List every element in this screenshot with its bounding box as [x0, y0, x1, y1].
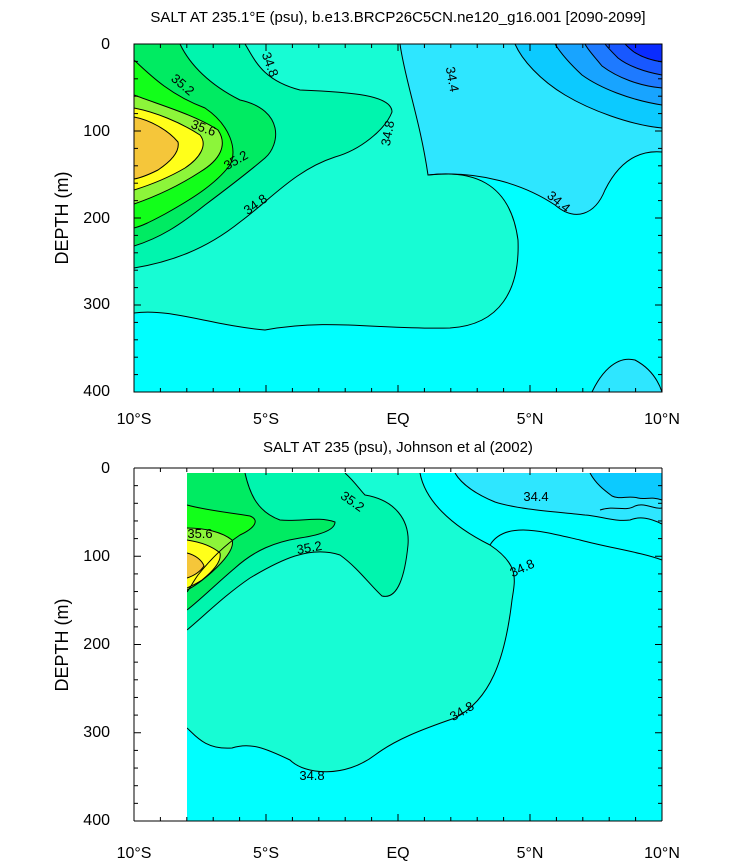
top-ylabel: DEPTH (m): [52, 172, 72, 265]
top-contour-fill: [134, 44, 662, 392]
top-ytick-300: 300: [83, 296, 110, 313]
bottom-ytick-400: 400: [83, 812, 110, 829]
top-contour-labels: 34.8 35.2 35.6 35.2 34.8 34.8 34.4 34.4: [168, 50, 573, 218]
bottom-xtick-5S: 5°S: [253, 845, 279, 862]
top-label-34.8-c: 34.8: [378, 119, 397, 147]
top-ytick-100: 100: [83, 123, 110, 140]
bottom-xtick-EQ: EQ: [386, 845, 409, 862]
top-xtick-5S: 5°S: [253, 411, 279, 428]
bottom-ytick-100: 100: [83, 548, 110, 565]
top-contour-lines: [134, 44, 662, 392]
top-xtick-10N: 10°N: [644, 411, 680, 428]
bottom-title: SALT AT 235 (psu), Johnson et al (2002): [263, 439, 533, 456]
fill-36.0: [187, 553, 204, 578]
top-axis-ticks: [133, 43, 663, 393]
bottom-contour-fill: [187, 473, 662, 821]
bottom-contour-lines: [187, 473, 662, 773]
fill-34.2: [590, 473, 662, 500]
bottom-ytick-200: 200: [83, 636, 110, 653]
bottom-label-34.4: 34.4: [523, 489, 548, 504]
bottom-ytick-0: 0: [101, 460, 110, 477]
bottom-xtick-10S: 10°S: [117, 845, 152, 862]
top-xtick-5N: 5°N: [517, 411, 544, 428]
bottom-label-34.8-c: 34.8: [299, 768, 324, 783]
top-title: SALT AT 235.1°E (psu), b.e13.BRCP26C5CN.…: [150, 9, 645, 26]
top-label-34.4-a: 34.4: [443, 65, 462, 93]
fill-35.2: [187, 473, 335, 610]
bottom-axis-ticks: [133, 467, 663, 822]
bottom-xtick-5N: 5°N: [517, 845, 544, 862]
bottom-label-35.6: 35.6: [187, 526, 212, 541]
top-xtick-EQ: EQ: [386, 411, 409, 428]
bottom-xtick-10N: 10°N: [644, 845, 680, 862]
top-ytick-400: 400: [83, 383, 110, 400]
bottom-ytick-300: 300: [83, 724, 110, 741]
top-xtick-10S: 10°S: [117, 411, 152, 428]
top-ytick-0: 0: [101, 36, 110, 53]
bottom-ylabel: DEPTH (m): [52, 599, 72, 692]
bottom-label-35.2-b: 35.2: [295, 538, 323, 557]
fill-33.4: [625, 44, 662, 62]
top-ytick-200: 200: [83, 210, 110, 227]
